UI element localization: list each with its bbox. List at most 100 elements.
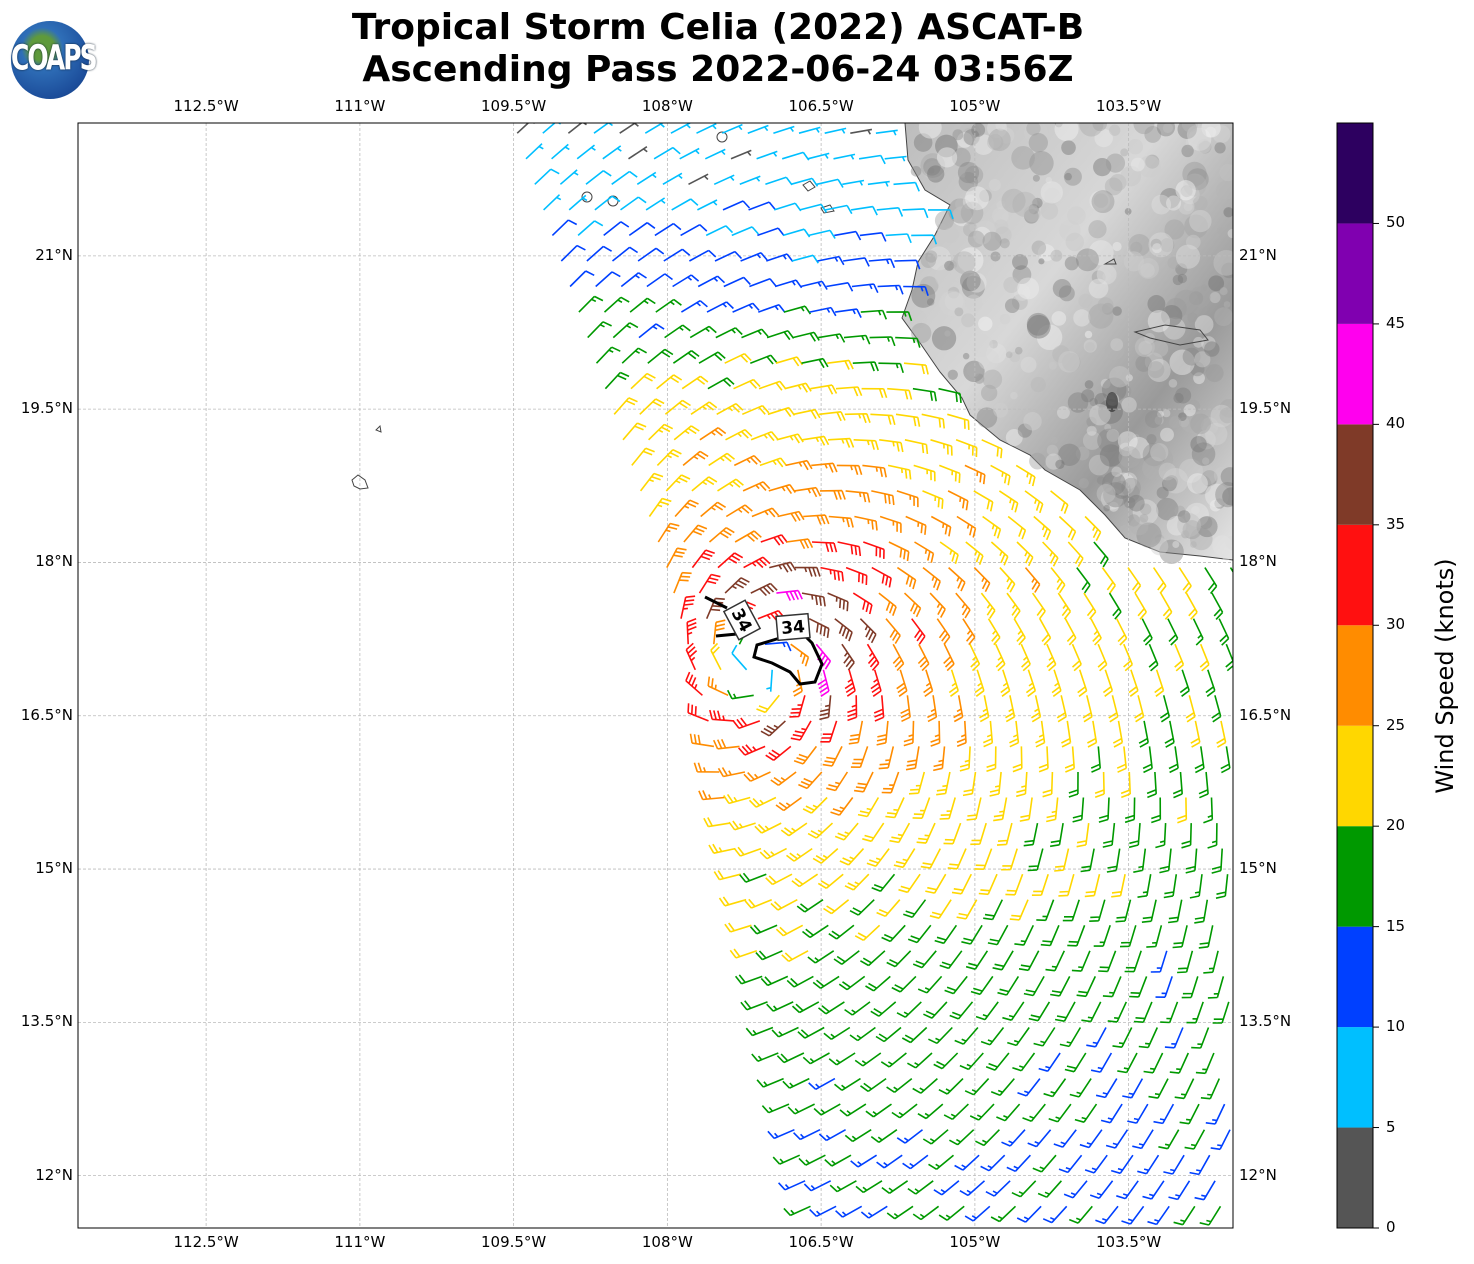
graticule (78, 123, 1233, 1228)
wind-barb (845, 566, 868, 586)
wind-barb (709, 709, 735, 722)
wind-barb (706, 301, 734, 313)
wind-barb (1151, 797, 1162, 824)
wind-barb (1141, 899, 1157, 923)
wind-barb (1210, 1129, 1231, 1151)
wind-barb (1076, 567, 1091, 594)
wind-barb (862, 822, 885, 843)
lon-tick-label: 112.5°W (173, 97, 239, 115)
wind-barb (740, 252, 768, 262)
wind-barb (738, 744, 766, 756)
wind-barb (792, 669, 803, 697)
wind-barb (656, 374, 683, 390)
wind-barb (992, 950, 1014, 971)
wind-barb (879, 439, 904, 453)
wind-barb (679, 147, 700, 160)
wind-barb (525, 143, 544, 160)
wind-barb (1172, 925, 1188, 949)
wind-barb (1043, 1078, 1067, 1098)
wind-barb (724, 922, 752, 933)
wind-barb (1146, 771, 1157, 799)
wind-barb (1054, 1001, 1076, 1022)
wind-barb (750, 582, 778, 597)
wind-barb (809, 306, 837, 317)
wind-barb (759, 847, 787, 860)
wind-barb (895, 336, 921, 348)
wind-barb (1169, 1052, 1190, 1074)
wind-barb (666, 547, 687, 568)
lat-tick-label: 19.5°N (1239, 399, 1292, 418)
wind-barb (743, 556, 771, 569)
wind-barb (781, 151, 810, 161)
wind-barb (551, 143, 570, 160)
wind-barb (949, 1001, 974, 1020)
wind-barb (975, 1129, 1000, 1147)
wind-barb (1045, 950, 1066, 972)
wind-barb (827, 592, 849, 612)
wind-barb (938, 1205, 965, 1221)
wind-barb (844, 413, 871, 424)
wind-barb (1194, 899, 1209, 924)
wind-barb (943, 822, 962, 845)
wind-barb (1072, 797, 1085, 823)
wind-barb (759, 457, 788, 468)
wind-barb (1179, 669, 1190, 697)
wind-barb (835, 386, 863, 397)
wind-barb (896, 566, 917, 590)
wind-barb (903, 720, 915, 747)
wind-barb (1102, 976, 1122, 998)
wind-barb (969, 1103, 995, 1121)
wind-barb (1024, 567, 1041, 593)
wind-barb (707, 676, 729, 697)
wind-barb (769, 561, 797, 573)
wind-barb (989, 771, 1002, 797)
colorbar-segment (1337, 725, 1373, 827)
wind-barb (1051, 669, 1062, 698)
wind-barb (764, 641, 792, 652)
wind-barb (876, 720, 889, 746)
wind-barb (904, 439, 929, 454)
wind-barb (1050, 976, 1071, 997)
lon-tick-label: 108°W (641, 1233, 693, 1251)
colorbar-segment (1337, 625, 1373, 726)
wind-barb (959, 746, 971, 772)
wind-barb (913, 464, 936, 482)
wind-barb (860, 309, 888, 320)
wind-barb (938, 387, 962, 403)
wind-barb (577, 220, 604, 237)
wind-barb (859, 618, 877, 644)
wind-barb (985, 1052, 1010, 1071)
wind-barb (733, 846, 762, 857)
wind-barb (934, 924, 958, 945)
wind-barb (837, 541, 862, 557)
wind-barb (878, 746, 895, 770)
wind-barb (647, 348, 674, 364)
lat-tick-label: 18°N (35, 552, 73, 571)
wind-barb (1134, 695, 1145, 723)
wind-barb (791, 254, 819, 264)
wind-barb (836, 464, 863, 475)
wind-barb (708, 452, 735, 467)
wind-barb (1030, 695, 1042, 723)
wind-barb (1095, 1078, 1118, 1099)
coaps-logo: COAPS (11, 21, 98, 99)
wind-barb (1154, 669, 1165, 697)
wind-barb (1050, 490, 1069, 514)
wind-barb (1119, 925, 1137, 948)
wind-barb (798, 1154, 826, 1166)
wind-barb (794, 566, 821, 577)
chart-title-line1: Tropical Storm Celia (2022) ASCAT-B (351, 7, 1085, 48)
wind-barb (896, 669, 908, 697)
wind-barb (1105, 1129, 1129, 1149)
wind-barb (979, 695, 990, 723)
wind-barb (793, 745, 818, 765)
wind-barb (993, 797, 1008, 822)
wind-barb (936, 618, 951, 645)
wind-barb (744, 898, 773, 909)
wind-barb (1062, 899, 1080, 922)
wind-barb (954, 1154, 980, 1171)
wind-barb (994, 643, 1006, 672)
wind-barb (1083, 592, 1097, 620)
wind-barb (818, 1001, 845, 1015)
wind-barb (822, 746, 843, 767)
